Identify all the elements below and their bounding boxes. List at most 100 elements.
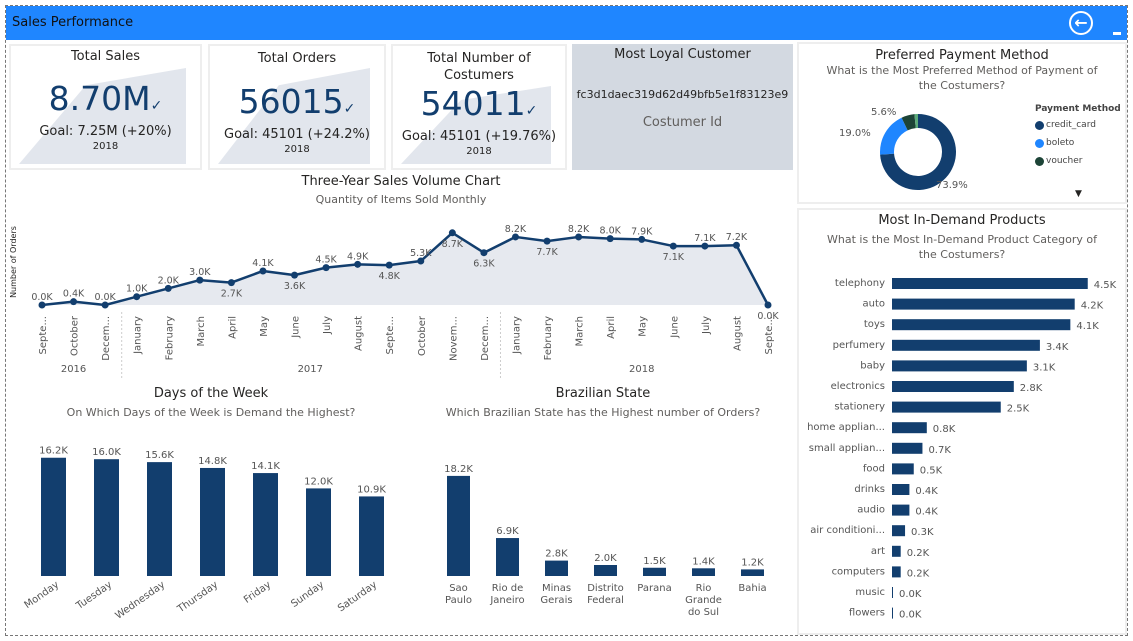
legend-item[interactable]: credit_card [1035,120,1096,130]
arrow-left-circle-icon[interactable]: ← [1069,11,1093,35]
y-tick-label: small applian... [809,443,885,454]
x-tick-label: Gerais [540,595,572,606]
data-label: 4.9K [347,251,369,262]
kpi-goal: Goal: 7.25M (+20%) [39,124,172,139]
data-label: 1.2K [741,557,764,568]
x-tick-label: Janeiro [489,595,524,606]
chart-subtitle: What is the Most Preferred Method of Pay… [826,64,1098,92]
y-tick-label: art [871,546,885,557]
x-tick-label: Tuesday [74,579,115,612]
legend-dot-icon [1035,138,1044,148]
most-loyal-customer-card: Most Loyal Customer fc3d1daec319d62d49bf… [572,44,793,170]
x-tick-label: May [259,316,270,337]
kpi-value: 54011 [420,84,526,123]
data-label: 2.8K [545,549,568,560]
data-label: 4.1K [252,258,274,269]
legend-item[interactable]: boleto [1035,138,1096,148]
data-point [511,233,519,241]
x-tick-label: Monday [23,579,62,611]
y-tick-label: flowers [849,608,885,619]
data-label: 2.5K [1007,404,1030,415]
y-tick-label: home applian... [807,422,885,433]
customer-id-label: Costumer Id [642,115,723,130]
chart-title: Most In-Demand Products [878,213,1046,228]
data-point [227,279,235,287]
data-label: 4.5K [315,255,337,266]
bar [892,504,910,516]
y-tick-label: toys [864,319,885,330]
data-label: 5.3K [410,248,432,259]
bar [892,298,1075,310]
bar [892,339,1040,351]
data-label: 4.5K [1094,280,1117,291]
data-label: 2.0K [158,275,180,286]
data-label: 3.6K [284,281,306,292]
slice-label: 73.9% [936,180,968,191]
data-label: 1.0K [126,284,148,295]
bar [892,587,893,598]
legend-item[interactable]: voucher [1035,156,1096,166]
bar [892,401,1001,413]
data-point [543,237,551,245]
x-tick-label: Decem... [101,316,112,361]
data-label: 3.0K [189,267,211,278]
data-label: 4.1K [1076,321,1099,332]
bar [892,381,1014,392]
bar [306,488,331,576]
y-tick-label: baby [860,360,885,371]
data-point [322,264,330,272]
data-label: 0.4K [63,289,85,300]
bar [253,473,278,576]
x-tick-label: February [164,316,175,360]
x-tick-label: January [133,316,144,355]
x-tick-label: March [196,316,207,346]
y-tick-label: perfumery [833,340,885,351]
minimize-icon[interactable] [1113,32,1121,35]
bar [447,475,470,576]
data-label: 7.1K [663,252,685,263]
dashboard-frame [5,5,1128,636]
legend-label: credit_card [1046,120,1096,130]
data-point [638,235,646,243]
donut-slice-debit_card [914,114,918,129]
y-tick-label: stationery [834,402,885,413]
data-point [354,260,362,268]
data-label: 8.7K [442,239,464,250]
days-of-week-chart: Days of the Week On Which Days of the We… [9,386,413,634]
bar [892,278,1088,289]
products-chart: Most In-Demand Products What is the Most… [797,208,1127,635]
data-label: 6.3K [473,259,495,270]
slice-label: 19.0% [839,128,871,139]
legend-scroll-down-icon[interactable]: ▼ [1075,189,1082,199]
slice-label: 5.6% [871,107,896,118]
kpi-year: 2018 [92,141,119,152]
y-tick-label: food [863,463,885,474]
bar [892,422,927,434]
data-label: 7.2K [726,232,748,243]
data-point [701,242,709,250]
donut-slice-voucher [901,114,916,131]
x-tick-label: May [638,316,649,337]
area-fill [42,232,768,305]
x-tick-label: Federal [587,595,624,606]
data-label: 0.0K [94,292,116,303]
data-point [764,301,772,309]
title-bar: Sales Performance ← [6,6,1127,40]
data-label: 7.9K [631,226,653,237]
x-tick-label: Septe... [764,316,775,354]
kpi-value: 8.70M [48,79,151,118]
y-tick-label: music [855,587,885,598]
bar [892,463,914,475]
donut-slice-boleto [880,117,908,155]
chart-title: Brazilian State [555,386,651,401]
data-point [606,235,614,243]
y-tick-label: auto [862,299,885,310]
data-label: 16.0K [92,447,121,458]
x-tick-label: Paulo [445,595,472,606]
data-point [101,301,109,309]
bar [892,484,910,495]
x-tick-label: Rio [696,583,712,594]
data-label: 0.0K [899,589,922,600]
x-tick-label: do Sul [688,607,719,618]
